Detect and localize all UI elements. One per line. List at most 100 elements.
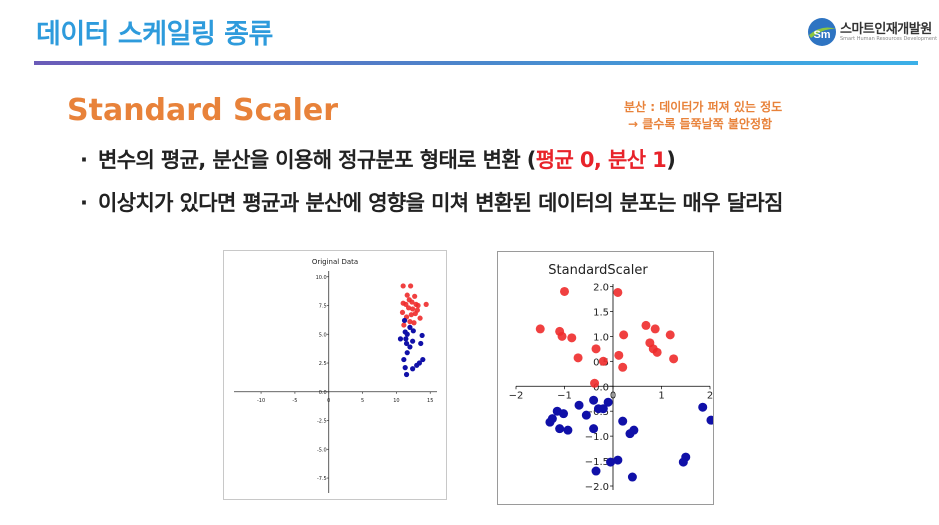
red-data-point	[591, 344, 601, 354]
red-data-point	[410, 306, 416, 312]
blue-data-point	[404, 331, 410, 337]
x-tick-label: 5	[361, 398, 364, 404]
red-data-point	[401, 322, 407, 328]
bullet-marker: ·	[80, 148, 88, 172]
red-data-point	[415, 302, 421, 309]
logo-name: 스마트인재개발원	[840, 22, 932, 37]
y-tick-label: 5.0	[319, 332, 327, 338]
red-data-point	[618, 362, 628, 372]
slide-title: 데이터 스케일링 종류	[36, 19, 273, 50]
blue-data-point	[589, 395, 599, 405]
bullet-highlight: 평균 0, 분산 1	[535, 148, 667, 172]
blue-data-point	[420, 356, 426, 363]
blue-data-point	[397, 336, 404, 342]
red-data-point	[417, 315, 423, 321]
blue-data-point	[591, 466, 601, 476]
blue-data-point	[407, 324, 413, 330]
blue-data-point	[606, 457, 616, 467]
bullet-text: 이상치가 있다면 평균과 분산에 영향을 미쳐 변환된 데이터의 분포는 매우 …	[98, 191, 783, 215]
blue-data-point	[613, 455, 623, 465]
red-data-point	[619, 330, 629, 340]
blue-data-point	[410, 366, 416, 372]
original-data-chart: Original Data -10 -5 0 5 10 15 -7.5 -5.0 -2.5 0.0 2…	[223, 250, 447, 500]
blue-data-point	[402, 365, 408, 371]
y-tick-label: 2.0	[593, 282, 609, 293]
red-data-point	[650, 324, 660, 334]
red-data-point	[669, 354, 679, 364]
blue-data-point	[410, 328, 416, 334]
chart-title: Original Data	[312, 258, 358, 266]
x-tick-label: 10	[393, 398, 399, 404]
y-tick-label: 1.5	[593, 307, 609, 318]
red-data-point	[408, 312, 414, 318]
y-tick-label: -5.0	[317, 447, 327, 453]
blue-data-point	[618, 416, 628, 426]
blue-data-point	[403, 340, 410, 347]
blue-data-point	[403, 371, 410, 378]
x-tick-label: 2	[707, 390, 713, 401]
blue-data-point	[598, 404, 608, 414]
y-tick-label: 0.0	[593, 382, 609, 393]
red-data-point	[412, 293, 418, 299]
blue-data-point	[410, 338, 416, 344]
red-data-point	[407, 319, 413, 325]
red-data-point	[535, 324, 545, 334]
x-tick-label: -5	[292, 398, 297, 404]
x-tick-label: −1	[557, 390, 572, 401]
blue-data-point	[403, 336, 409, 342]
x-tick-label: 1	[658, 390, 664, 401]
title-divider	[34, 61, 918, 65]
y-tick-label: 2.5	[319, 361, 327, 367]
blue-data-point	[574, 400, 584, 410]
red-data-point	[573, 353, 583, 363]
logo: Sm 스마트인재개발원 Smart Human Resources Develo…	[806, 16, 937, 50]
y-tick-label: 10.0	[316, 275, 327, 281]
red-data-point	[423, 301, 429, 307]
red-data-point	[404, 292, 410, 298]
bullet-marker: ·	[80, 191, 88, 215]
red-data-point	[409, 299, 415, 305]
x-tick-label: 0	[327, 398, 330, 404]
red-data-point	[652, 347, 662, 357]
y-tick-label: -2.5	[317, 419, 327, 425]
red-data-point	[590, 378, 600, 388]
globe-swoosh-icon: Sm	[808, 18, 836, 46]
red-data-point	[641, 320, 651, 330]
red-data-point	[598, 356, 608, 366]
x-tick-label: 15	[427, 398, 433, 404]
bullet-item-2: · 이상치가 있다면 평균과 분산에 영향을 미쳐 변환된 데이터의 분포는 매우…	[80, 187, 783, 217]
blue-data-point	[555, 424, 565, 434]
red-data-point	[567, 333, 577, 343]
blue-data-point	[407, 344, 413, 350]
blue-data-point	[414, 362, 420, 368]
bullet-text: 변수의 평균, 분산을 이용해 정규분포 형태로 변환 (	[98, 148, 536, 172]
red-data-point	[412, 310, 418, 317]
blue-data-point	[418, 340, 424, 347]
red-data-point	[557, 331, 567, 341]
section-heading: Standard Scaler	[67, 93, 339, 128]
blue-data-point	[678, 457, 688, 467]
blue-data-point	[559, 409, 569, 419]
blue-data-point	[603, 397, 613, 407]
chart-title: StandardScaler	[548, 263, 648, 278]
x-tick-label: -10	[257, 398, 265, 404]
blue-data-point	[625, 429, 635, 439]
x-tick-label: 0	[610, 390, 616, 401]
note-line-2: → 클수록 들쭉날쭉 불안정함	[628, 117, 773, 131]
blue-data-point	[401, 356, 407, 363]
red-data-point	[613, 287, 623, 297]
y-tick-label: 0.0	[319, 390, 327, 396]
y-tick-label: -7.5	[317, 476, 327, 482]
blue-data-point	[589, 424, 599, 434]
x-tick-label: −2	[509, 390, 524, 401]
red-data-point	[560, 286, 569, 296]
red-data-point	[665, 330, 675, 340]
red-data-point	[614, 350, 624, 360]
y-tick-label: 1.0	[593, 332, 609, 343]
blue-data-point	[419, 332, 425, 339]
bullet-suffix: )	[666, 148, 676, 172]
y-tick-label: −2.0	[585, 482, 609, 493]
red-data-point	[399, 309, 406, 316]
y-tick-label: −1.5	[585, 457, 609, 468]
red-data-point	[405, 305, 412, 311]
